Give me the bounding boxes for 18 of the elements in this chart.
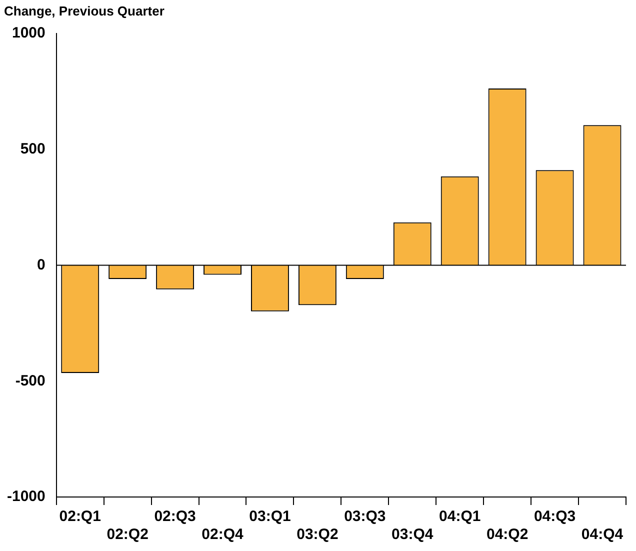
x-tick-label: 04:Q4 <box>581 526 624 544</box>
y-tick-label: 0 <box>37 256 46 274</box>
x-tick-label: 02:Q3 <box>154 508 196 526</box>
y-tick-label: 500 <box>20 140 46 158</box>
x-tick-label: 03:Q4 <box>392 526 434 544</box>
x-tick-label: 02:Q4 <box>202 526 244 544</box>
x-tick-label: 03:Q3 <box>344 508 386 526</box>
x-tick-label: 03:Q2 <box>296 526 338 544</box>
x-tick-label: 02:Q1 <box>59 508 101 526</box>
y-tick-label: -1000 <box>6 488 46 506</box>
x-tick-label: 04:Q3 <box>534 508 576 526</box>
y-tick-label: -500 <box>15 372 46 390</box>
x-tick-label: 04:Q2 <box>486 526 528 544</box>
y-tick-label: 1000 <box>12 24 46 42</box>
x-tick-label: 02:Q2 <box>106 526 148 544</box>
chart-title: Change, Previous Quarter <box>4 3 164 18</box>
x-tick-label: 04:Q1 <box>439 508 481 526</box>
x-tick-label: 03:Q1 <box>249 508 291 526</box>
